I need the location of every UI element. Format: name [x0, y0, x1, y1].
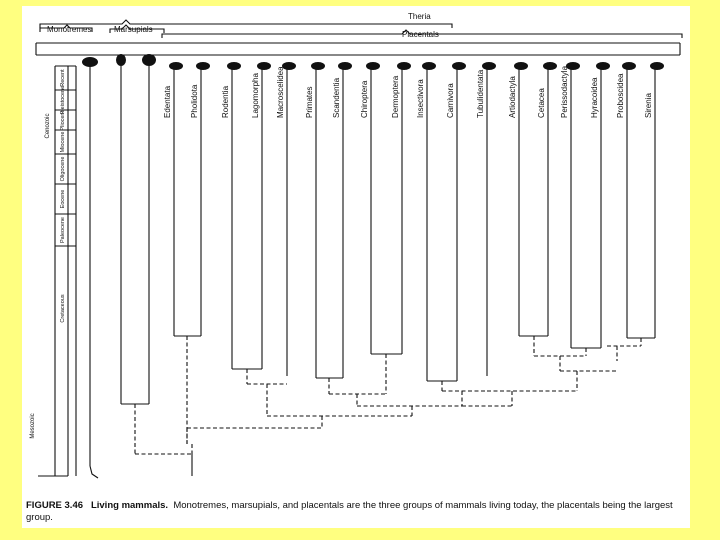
- animal-silhouette-icon: [196, 62, 210, 70]
- epoch-label: Paleocene: [60, 217, 66, 243]
- order-label: Pholidota: [190, 84, 199, 118]
- animal-silhouette-icon: [650, 62, 664, 70]
- epoch-label: Recent: [60, 69, 66, 87]
- theria-label: Theria: [408, 12, 431, 21]
- order-label: Artiodactyla: [508, 76, 517, 118]
- animal-silhouette-icon: [227, 62, 241, 70]
- order-label: Cetacea: [537, 88, 546, 118]
- order-label: Perissodactyla: [560, 65, 569, 118]
- order-label: Edentata: [163, 85, 172, 118]
- order-label: Carnivora: [446, 83, 455, 118]
- caption-title: Living mammals.: [90, 500, 169, 511]
- figure-caption: FIGURE 3.46 Living mammals. Monotremes, …: [26, 500, 682, 524]
- epoch-label: Pleistocene: [60, 86, 66, 114]
- animal-silhouette-icon: [82, 57, 98, 67]
- era-label: Mesozoic: [30, 413, 36, 438]
- animal-silhouette-icon: [366, 62, 380, 70]
- marsupials-brace: [109, 24, 165, 33]
- caption-figure-number: FIGURE 3.46: [26, 500, 84, 511]
- epoch-label: Pliocene: [60, 109, 66, 130]
- animal-silhouette-icon: [397, 62, 411, 70]
- animal-silhouette-icon: [514, 62, 528, 70]
- order-label: Proboscidea: [616, 73, 625, 118]
- monotremes-label: Monotremes: [47, 25, 92, 34]
- animal-silhouette-icon: [482, 62, 496, 70]
- animal-silhouette-icon: [338, 62, 352, 70]
- order-label: Tubulidentata: [476, 69, 485, 118]
- order-label: Dermoptera: [391, 75, 400, 118]
- epoch-label: Eocene: [60, 190, 66, 209]
- animal-silhouette-icon: [169, 62, 183, 70]
- animal-silhouette-icon: [566, 62, 580, 70]
- animal-silhouette-icon: [596, 62, 610, 70]
- animal-silhouette-icon: [257, 62, 271, 70]
- order-label: Rodentia: [221, 85, 230, 118]
- figure-frame: Theria Monotremes Marsupials Placentals …: [22, 6, 690, 528]
- animal-silhouette-icon: [622, 62, 636, 70]
- order-label: Insectivora: [416, 79, 425, 118]
- order-label: Hyracoidea: [590, 77, 599, 118]
- animal-silhouette-icon: [282, 62, 296, 70]
- order-label: Chiroptera: [360, 80, 369, 118]
- animal-silhouette-icon: [452, 62, 466, 70]
- order-label: Sirenia: [644, 93, 653, 118]
- order-label: Macroscelidea: [276, 66, 285, 118]
- order-label: Scandentia: [332, 77, 341, 118]
- order-label: Lagomorpha: [251, 73, 260, 118]
- animal-silhouette-icon: [311, 62, 325, 70]
- era-label: Cenozoic: [45, 113, 51, 138]
- animal-silhouette-icon: [116, 54, 126, 66]
- epoch-label: Miocene: [60, 132, 66, 153]
- epoch-label: Oligocene: [60, 157, 66, 182]
- animal-silhouette-icon: [142, 54, 156, 66]
- epoch-label: Cretaceous: [60, 294, 66, 322]
- order-label: Primates: [305, 86, 314, 118]
- theria-brace: [39, 19, 453, 28]
- animal-silhouette-icon: [422, 62, 436, 70]
- caption-text: Monotremes, marsupials, and placentals a…: [26, 500, 673, 523]
- placentals-brace: [161, 29, 683, 38]
- monotremes-brace: [39, 24, 93, 32]
- animal-silhouette-icon: [543, 62, 557, 70]
- monotreme-root: [89, 465, 99, 479]
